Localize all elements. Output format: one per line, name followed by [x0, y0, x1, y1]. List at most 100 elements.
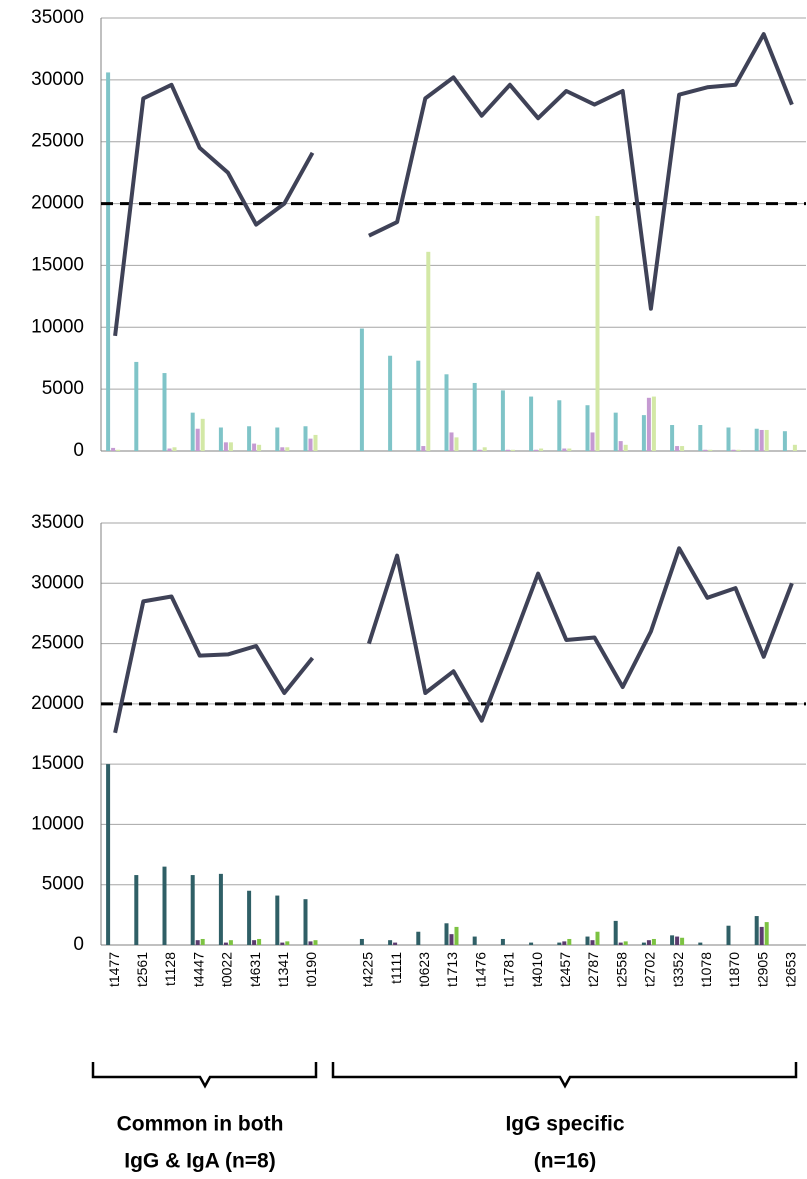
bar	[134, 875, 139, 945]
bar	[670, 935, 675, 945]
bar	[190, 875, 195, 945]
bar	[792, 444, 797, 451]
bar	[590, 432, 595, 451]
bar	[218, 873, 223, 945]
x-tick-label: t3352	[670, 952, 686, 987]
bar	[421, 446, 426, 451]
x-tick-label: t1341	[275, 952, 291, 987]
bar	[449, 432, 454, 451]
bar	[680, 937, 685, 945]
bar	[247, 426, 252, 451]
bar	[754, 428, 759, 451]
bar	[313, 434, 318, 451]
x-tick-label: t2653	[783, 952, 799, 987]
bar	[623, 941, 628, 945]
group-label: (n=16)	[534, 1150, 596, 1173]
bar	[651, 396, 656, 451]
x-tick-label: t1128	[162, 952, 178, 986]
bar	[764, 922, 769, 945]
bar	[134, 361, 139, 451]
bar	[359, 938, 364, 945]
y-tick-label: 15000	[31, 753, 84, 774]
y-tick-label: 25000	[31, 633, 84, 654]
bar	[247, 890, 252, 945]
bar	[116, 449, 121, 451]
x-tick-label: t2905	[754, 952, 770, 987]
bar	[172, 447, 177, 451]
y-tick-label: 5000	[42, 378, 84, 399]
bar	[641, 415, 646, 451]
bar	[500, 938, 505, 945]
bar	[106, 764, 111, 945]
bar	[416, 931, 421, 945]
bar	[167, 448, 172, 451]
bar	[618, 942, 623, 945]
y-tick-label: 10000	[31, 813, 84, 834]
bar	[782, 431, 787, 451]
y-tick-label: 35000	[31, 7, 84, 28]
bar	[703, 449, 708, 451]
bracket	[91, 1062, 318, 1089]
bar	[613, 920, 618, 945]
bar	[477, 449, 482, 451]
bar	[764, 429, 769, 451]
group-label: Common in both	[117, 1113, 284, 1136]
bar	[472, 382, 477, 451]
bar	[444, 374, 449, 451]
bar	[567, 938, 572, 945]
y-tick-label: 15000	[31, 254, 84, 275]
bar	[106, 72, 111, 451]
bar	[200, 938, 205, 945]
x-tick-label: t1713	[444, 952, 460, 987]
x-tick-label: t1870	[726, 952, 742, 987]
bar	[618, 441, 623, 451]
y-tick-label: 20000	[31, 693, 84, 714]
bar	[595, 215, 600, 451]
bar	[388, 940, 393, 945]
y-tick-label: 20000	[31, 193, 84, 214]
bar	[585, 405, 590, 451]
bar	[280, 942, 285, 945]
bar	[285, 941, 290, 945]
bar	[416, 360, 421, 451]
bar	[444, 923, 449, 945]
bar	[510, 449, 515, 451]
bar	[623, 444, 628, 451]
bar	[646, 397, 651, 451]
bar	[595, 931, 600, 945]
bar	[228, 940, 233, 945]
group-label: IgG & IgA (n=8)	[124, 1150, 275, 1173]
bar	[223, 942, 228, 945]
line	[113, 32, 794, 337]
x-tick-label: t4447	[190, 952, 206, 987]
bar	[275, 427, 280, 451]
bar	[731, 449, 736, 451]
bar	[195, 940, 200, 945]
x-tick-label: t2558	[613, 952, 629, 987]
bar	[562, 448, 567, 451]
bar	[482, 447, 487, 451]
bar	[257, 938, 262, 945]
bar	[388, 355, 393, 451]
y-tick-label: 10000	[31, 316, 84, 337]
bar	[613, 412, 618, 451]
bar	[534, 449, 539, 451]
bar	[567, 448, 572, 451]
bar	[675, 446, 680, 451]
x-tick-label: t1476	[472, 952, 488, 987]
x-tick-label: t2787	[585, 952, 601, 987]
x-tick-label: t4631	[247, 952, 263, 987]
group-label: IgG specific	[505, 1113, 624, 1136]
bar	[218, 427, 223, 451]
x-tick-label: t1078	[698, 952, 714, 987]
bar	[454, 437, 459, 451]
x-tick-label: t0623	[416, 952, 432, 987]
bar	[726, 925, 731, 945]
bar	[641, 942, 646, 945]
bar	[562, 941, 567, 945]
bar	[472, 936, 477, 945]
bar	[590, 940, 595, 945]
y-tick-label: 5000	[42, 874, 84, 895]
bar	[275, 895, 280, 945]
x-tick-label: t2561	[134, 952, 150, 987]
